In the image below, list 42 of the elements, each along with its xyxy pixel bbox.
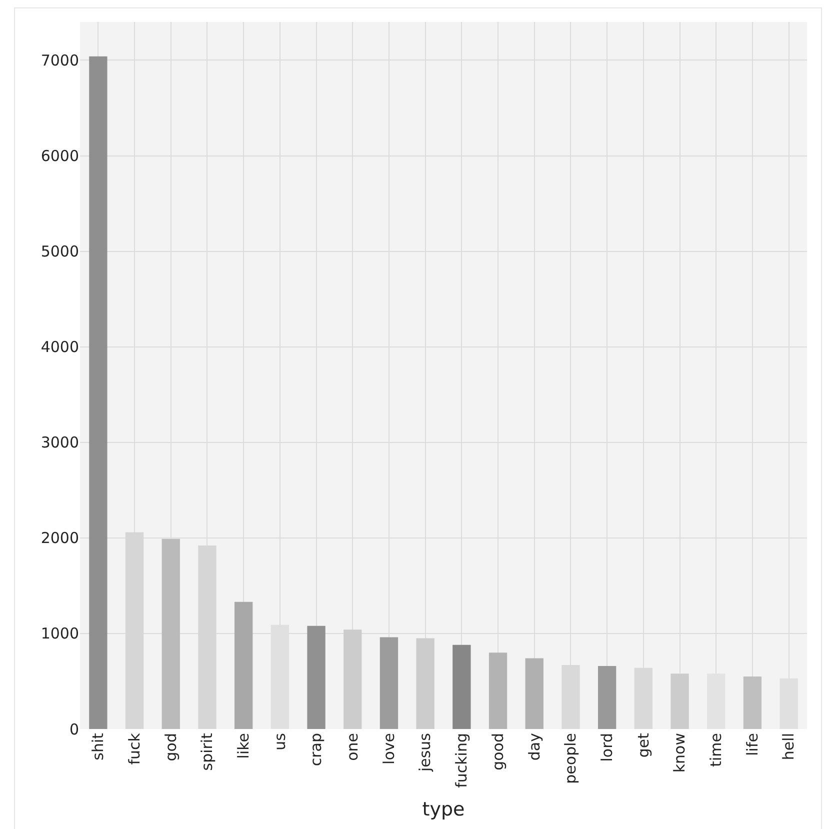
x-tick-label: jesus xyxy=(416,732,434,773)
x-tick-label: love xyxy=(380,733,398,764)
y-tick-label: 7000 xyxy=(40,51,79,70)
x-tick-label: us xyxy=(270,732,289,750)
y-tick-label: 0 xyxy=(69,720,79,738)
bar xyxy=(525,658,544,729)
bar xyxy=(380,637,398,729)
y-tick-label: 1000 xyxy=(40,624,79,643)
bar xyxy=(307,626,326,729)
y-tick-label: 4000 xyxy=(40,338,79,356)
x-tick-label: fuck xyxy=(125,732,144,765)
y-tick-label: 6000 xyxy=(40,147,79,166)
y-tick-label: 2000 xyxy=(40,529,79,548)
x-tick-label: god xyxy=(162,733,180,762)
x-tick-label: know xyxy=(670,733,689,773)
bar xyxy=(416,638,434,729)
x-tick-label: people xyxy=(562,733,580,784)
x-tick-label: lord xyxy=(598,733,616,762)
y-tick-label: 3000 xyxy=(40,434,79,452)
x-tick-label: good xyxy=(488,733,507,770)
x-tick-label: one xyxy=(344,733,362,761)
x-tick-label: spirit xyxy=(198,732,216,771)
x-tick-label: fucking xyxy=(452,733,471,788)
x-tick-label: life xyxy=(743,733,762,756)
bar xyxy=(743,676,762,729)
y-tick-label: 5000 xyxy=(40,242,79,261)
x-tick-label: time xyxy=(707,733,726,767)
bar xyxy=(598,666,616,729)
x-tick-label: like xyxy=(234,733,252,759)
bar xyxy=(344,630,362,729)
x-tick-label: shit xyxy=(89,732,108,760)
bar xyxy=(89,56,108,729)
x-axis-title: type xyxy=(422,798,465,821)
x-tick-label: get xyxy=(634,732,652,758)
x-tick-label: hell xyxy=(780,733,798,760)
x-tick-label: day xyxy=(525,732,544,761)
bar xyxy=(234,602,253,729)
bar xyxy=(162,538,180,729)
x-tick-label: crap xyxy=(307,733,326,766)
bar xyxy=(488,652,508,729)
bar xyxy=(670,674,689,729)
bar xyxy=(452,644,471,729)
